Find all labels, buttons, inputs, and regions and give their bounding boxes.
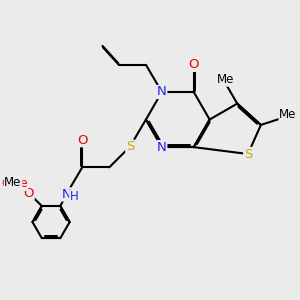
Text: O: O <box>77 134 88 147</box>
Text: Me: Me <box>4 176 22 189</box>
Text: Me: Me <box>217 73 234 86</box>
Text: S: S <box>126 140 134 153</box>
Text: N: N <box>157 85 167 98</box>
Text: OMe: OMe <box>1 177 28 190</box>
Text: N: N <box>157 141 167 154</box>
Text: Me: Me <box>279 108 296 121</box>
Text: O: O <box>188 58 199 71</box>
Text: S: S <box>244 148 252 160</box>
Text: N: N <box>61 188 71 201</box>
Text: O: O <box>24 187 34 200</box>
Text: H: H <box>70 190 78 203</box>
